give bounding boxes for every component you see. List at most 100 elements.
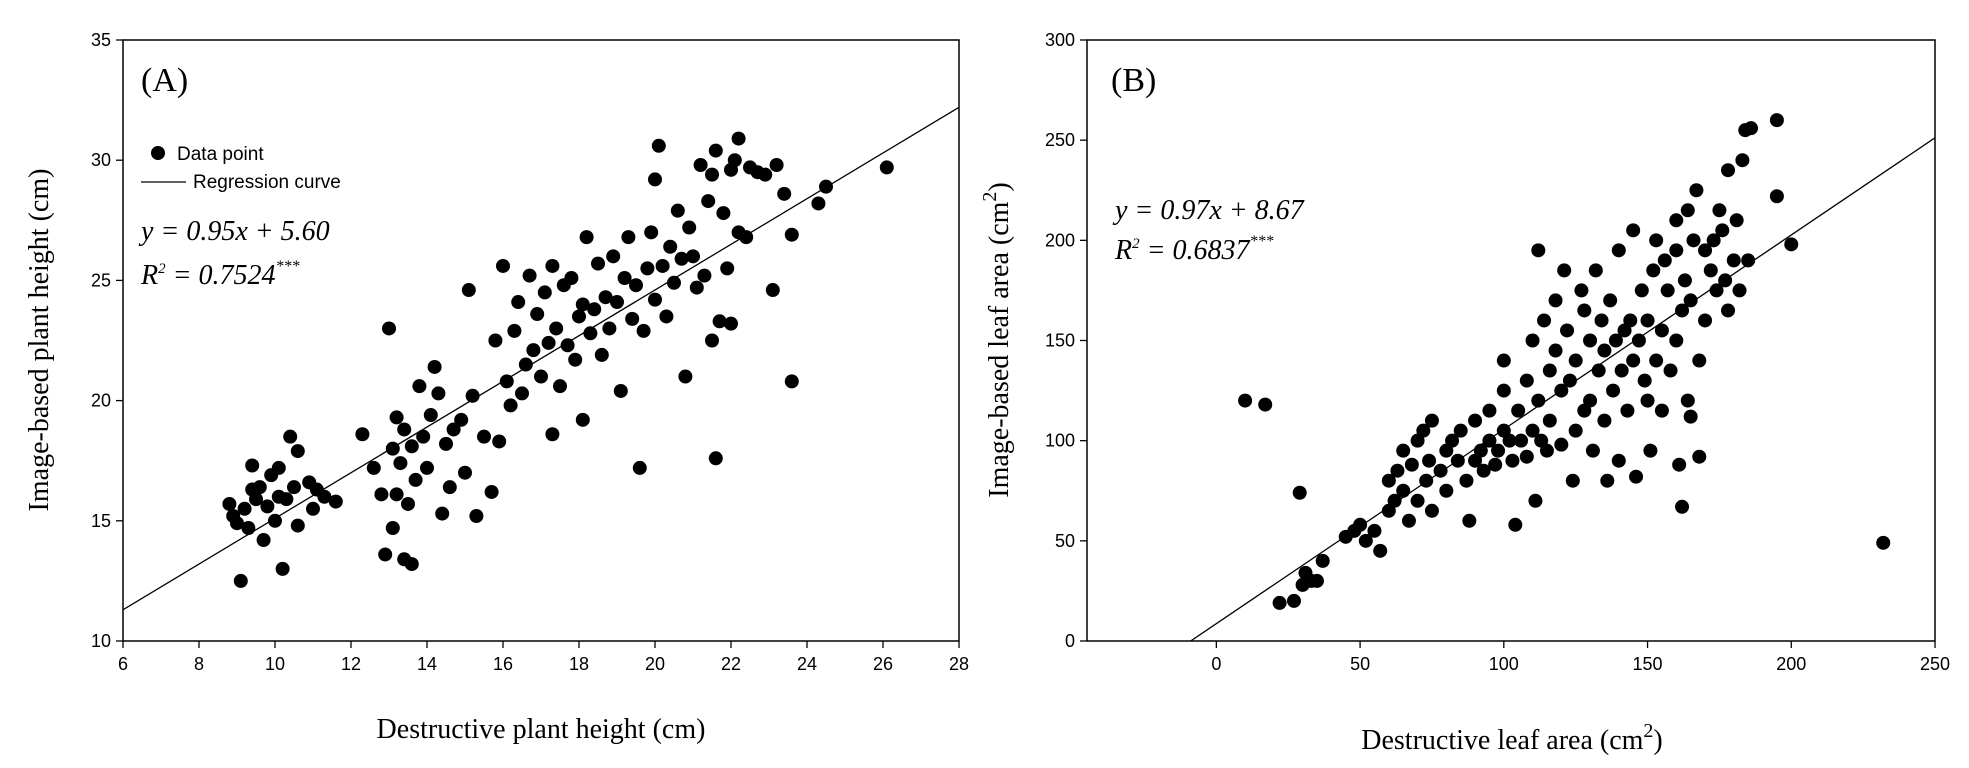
data-point	[385, 521, 400, 536]
data-point	[1568, 423, 1583, 438]
x-tick-label: 150	[1633, 654, 1663, 674]
data-point	[1505, 453, 1520, 468]
data-point	[412, 379, 427, 394]
y-axis-title-b: Image-based leaf area (cm2)	[979, 182, 1015, 497]
data-point	[575, 297, 590, 312]
data-point	[317, 489, 332, 504]
data-point	[1508, 517, 1523, 532]
data-point	[648, 292, 662, 307]
data-point	[404, 557, 419, 572]
data-point	[1735, 153, 1750, 168]
y-tick-label: 250	[1045, 130, 1075, 150]
x-tick-label: 20	[645, 654, 665, 674]
data-point	[389, 487, 404, 502]
data-point	[408, 472, 423, 487]
data-point	[446, 422, 461, 437]
data-point	[283, 429, 298, 444]
data-point	[465, 388, 480, 403]
data-point	[625, 311, 640, 326]
data-point	[1577, 303, 1592, 318]
y-tick-label: 25	[91, 270, 111, 290]
data-point	[271, 460, 286, 475]
data-point	[1718, 273, 1733, 288]
r2-value-a: = 0.7524	[166, 260, 276, 291]
data-point	[602, 321, 617, 336]
data-point	[1637, 373, 1652, 388]
data-point	[1654, 403, 1669, 418]
data-point	[1732, 283, 1747, 298]
data-point	[1562, 373, 1577, 388]
equation-b: y = 0.97x + 8.67	[1112, 195, 1305, 226]
data-point	[879, 160, 894, 175]
data-point	[1445, 433, 1460, 448]
data-point	[640, 261, 655, 276]
y-ticks-a: 10 15 20 25 30 35	[91, 30, 123, 651]
data-point	[1698, 313, 1713, 328]
x-tick-label: 0	[1211, 654, 1221, 674]
data-point	[1741, 253, 1756, 268]
data-point	[591, 256, 605, 271]
data-point	[1715, 223, 1730, 238]
y-tick-label: 35	[91, 30, 111, 50]
data-point	[461, 283, 476, 298]
y-tick-label: 15	[91, 511, 111, 531]
data-point	[758, 167, 773, 182]
data-point	[1623, 313, 1638, 328]
data-point	[1502, 433, 1517, 448]
plot-frame-a	[122, 39, 960, 642]
x-tick-label: 50	[1350, 654, 1370, 674]
y-axis-title-b-sup: 2	[979, 192, 1001, 202]
data-point	[1476, 463, 1491, 478]
data-point	[1626, 223, 1641, 238]
data-point	[670, 203, 685, 218]
data-point	[568, 352, 583, 367]
data-point	[701, 194, 716, 209]
data-point	[526, 343, 541, 358]
data-point	[1422, 453, 1437, 468]
data-point	[1286, 593, 1301, 608]
data-point	[442, 480, 457, 495]
x-axis-title-b-sup: 2	[1643, 720, 1653, 742]
y-tick-label: 20	[91, 391, 111, 411]
data-point	[674, 251, 689, 266]
data-point	[1574, 283, 1589, 298]
x-tick-label: 12	[341, 654, 361, 674]
x-tick-label: 8	[194, 654, 204, 674]
data-point	[705, 333, 719, 348]
panel-label-b: (B)	[1111, 62, 1156, 99]
x-ticks-b: 0 50 100 150 200 250	[1211, 641, 1950, 674]
legend-label-data-point: Data point	[177, 144, 264, 165]
data-point	[689, 280, 704, 295]
data-point	[1686, 233, 1701, 248]
data-point	[393, 456, 408, 471]
data-point	[366, 460, 381, 475]
data-point	[306, 501, 320, 516]
data-point	[1468, 413, 1483, 428]
data-point	[378, 547, 393, 562]
data-point	[230, 516, 244, 531]
data-point	[769, 158, 784, 173]
data-point	[1381, 473, 1396, 488]
data-point	[1554, 437, 1569, 452]
x-tick-label: 16	[493, 654, 513, 674]
data-point	[784, 374, 799, 389]
data-point	[503, 398, 518, 413]
x-tick-label: 18	[569, 654, 589, 674]
data-point	[545, 258, 560, 273]
data-point	[1611, 453, 1626, 468]
r2-superscript-a: 2	[158, 261, 166, 277]
data-point	[1473, 443, 1488, 458]
data-point	[1712, 203, 1727, 218]
panel-b: 0 50 100 150 200 250 0 50 100 150 200 250 300 (B) y…	[979, 30, 1950, 756]
data-point	[1657, 253, 1672, 268]
data-point	[1565, 473, 1580, 488]
data-point	[1358, 533, 1373, 548]
data-point	[1450, 453, 1465, 468]
data-point	[404, 439, 419, 454]
r-squared-b: R2 = 0.6837***	[1114, 233, 1274, 266]
data-point	[397, 422, 412, 437]
data-point	[1876, 535, 1891, 550]
data-point	[1396, 483, 1411, 498]
data-point	[1669, 213, 1684, 228]
data-point	[1537, 313, 1552, 328]
